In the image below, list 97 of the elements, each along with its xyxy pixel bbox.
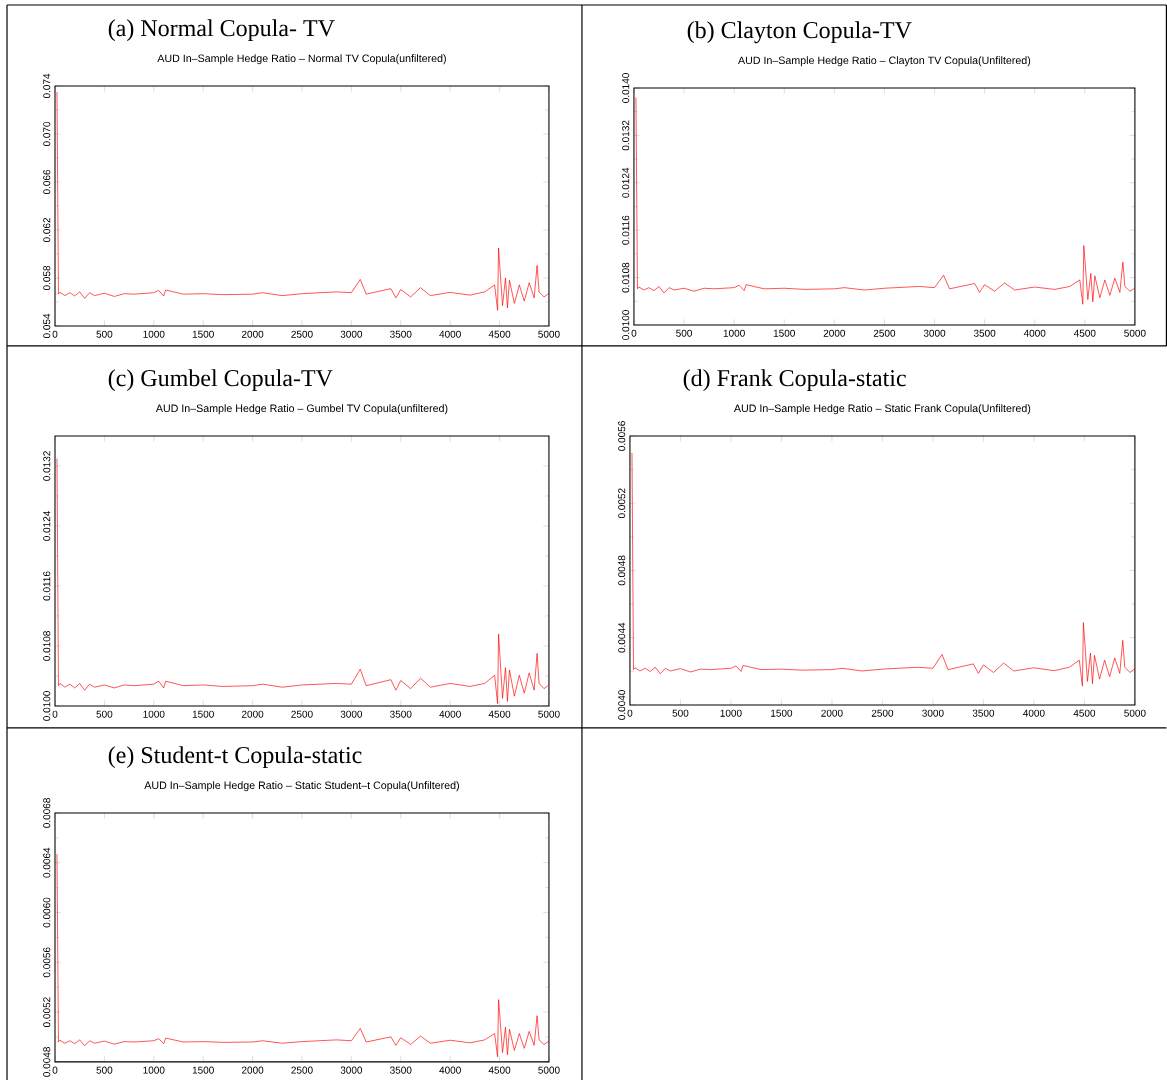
x-tick-label: 4000 [1023, 329, 1046, 337]
y-tick-label: 0.0048 [618, 555, 626, 586]
line-series [56, 91, 550, 311]
x-tick-label: 1000 [143, 1066, 165, 1074]
x-tick-label: 1500 [192, 710, 214, 718]
x-tick-label: 500 [96, 710, 113, 718]
chart-subtitle: AUD In–Sample Hedge Ratio – Clayton TV Copula(Unfiltered) [738, 56, 1031, 67]
chart-title: (a) Normal Copula- TV [108, 19, 335, 42]
y-tick-label: 0.074 [43, 73, 51, 99]
y-tick-label: 0.0124 [622, 167, 630, 198]
x-tick-label: 2000 [823, 329, 846, 337]
y-tick-label: 0.058 [43, 266, 51, 291]
line-series [635, 97, 1136, 305]
y-tick-label: 0.0132 [622, 120, 630, 151]
x-tick-label: 5000 [538, 330, 560, 338]
x-tick-label: 0 [52, 1066, 58, 1074]
y-tick-label: 0.0116 [43, 571, 51, 601]
x-tick-label: 3500 [973, 329, 996, 337]
x-tick-label: 2000 [241, 710, 264, 718]
x-tick-label: 4000 [439, 710, 461, 718]
x-tick-label: 500 [672, 709, 689, 717]
x-tick-label: 2000 [241, 1066, 264, 1074]
x-tick-label: 4000 [1023, 709, 1045, 717]
y-tick-label: 0.054 [43, 313, 51, 339]
y-tick-label: 0.0108 [622, 262, 630, 293]
x-tick-label: 1000 [720, 709, 742, 717]
x-tick-label: 3000 [340, 710, 363, 718]
x-tick-label: 500 [676, 329, 692, 337]
x-tick-label: 1500 [771, 709, 793, 717]
x-tick-label: 2500 [291, 1066, 313, 1074]
x-tick-label: 1500 [192, 330, 214, 338]
y-tick-label: 0.0048 [43, 1047, 51, 1077]
y-tick-label: 0.0044 [618, 622, 626, 653]
chart-subtitle: AUD In–Sample Hedge Ratio – Gumbel TV Copula(unfiltered) [155, 404, 448, 415]
x-tick-label: 0 [627, 709, 633, 717]
chart-title: (c) Gumbel Copula-TV [108, 369, 333, 392]
x-tick-label: 2500 [291, 710, 313, 718]
x-tick-label: 5000 [1124, 329, 1146, 337]
x-tick-label: 4000 [439, 330, 461, 338]
x-tick-label: 500 [96, 1066, 113, 1074]
chart-subtitle: AUD In–Sample Hedge Ratio – Normal TV Copula(unfiltered) [157, 54, 446, 65]
x-tick-label: 3500 [390, 330, 412, 338]
x-tick-label: 4500 [488, 710, 511, 718]
x-tick-label: 1500 [773, 329, 795, 337]
x-tick-label: 5000 [1124, 709, 1146, 717]
x-tick-label: 3000 [340, 330, 363, 338]
x-tick-label: 2500 [291, 330, 313, 338]
x-tick-label: 2500 [871, 709, 894, 717]
x-tick-label: 5000 [538, 1066, 560, 1074]
x-tick-label: 3000 [340, 1066, 363, 1074]
x-tick-label: 4500 [1073, 709, 1096, 717]
x-tick-label: 3000 [923, 329, 946, 337]
x-tick-label: 1000 [143, 330, 165, 338]
x-tick-label: 5000 [538, 710, 560, 718]
x-tick-label: 3500 [390, 710, 412, 718]
x-tick-label: 0 [631, 329, 637, 337]
y-tick-label: 0.0140 [622, 73, 630, 104]
y-tick-label: 0.070 [43, 122, 51, 147]
line-series [56, 853, 550, 1058]
x-tick-label: 1000 [723, 329, 745, 337]
x-tick-label: 4500 [1073, 329, 1096, 337]
x-tick-label: 4500 [488, 1066, 511, 1074]
x-tick-label: 2500 [873, 329, 896, 337]
y-tick-label: 0.0056 [43, 947, 51, 978]
x-tick-label: 4500 [488, 330, 511, 338]
chart-subtitle: AUD In–Sample Hedge Ratio – Static Frank Copula(Unfiltered) [733, 404, 1031, 415]
y-tick-label: 0.0100 [622, 310, 630, 341]
line-series [631, 452, 1136, 687]
chart-title: (b) Clayton Copula-TV [687, 21, 912, 44]
y-tick-label: 0.0124 [43, 511, 51, 542]
x-tick-label: 3500 [972, 709, 995, 717]
x-tick-label: 500 [96, 330, 113, 338]
x-tick-label: 3500 [390, 1066, 412, 1074]
y-tick-label: 0.0132 [43, 451, 51, 482]
y-tick-label: 0.0064 [43, 847, 51, 878]
x-tick-label: 3000 [922, 709, 944, 717]
y-tick-label: 0.0100 [43, 691, 51, 722]
x-tick-label: 4000 [439, 1066, 461, 1074]
x-tick-label: 0 [52, 710, 58, 718]
x-tick-label: 2000 [821, 709, 843, 717]
y-tick-label: 0.0068 [43, 798, 51, 829]
y-tick-label: 0.0052 [43, 997, 51, 1028]
chart-title: (d) Frank Copula-static [683, 369, 906, 392]
x-tick-label: 0 [52, 330, 58, 338]
chart-subtitle: AUD In–Sample Hedge Ratio – Static Student–t Copula(Unfiltered) [144, 781, 459, 792]
y-tick-label: 0.062 [43, 218, 51, 243]
y-tick-label: 0.066 [43, 170, 51, 195]
y-tick-label: 0.0060 [43, 897, 51, 928]
chart-title: (e) Student-t Copula-static [108, 746, 362, 769]
y-tick-label: 0.0056 [618, 421, 626, 452]
x-tick-label: 2000 [241, 330, 264, 338]
x-tick-label: 1000 [143, 710, 165, 718]
y-tick-label: 0.0052 [618, 488, 626, 519]
y-tick-label: 0.0116 [622, 215, 630, 245]
y-tick-label: 0.0040 [618, 690, 626, 721]
x-tick-label: 1500 [192, 1066, 214, 1074]
y-tick-label: 0.0108 [43, 631, 51, 662]
